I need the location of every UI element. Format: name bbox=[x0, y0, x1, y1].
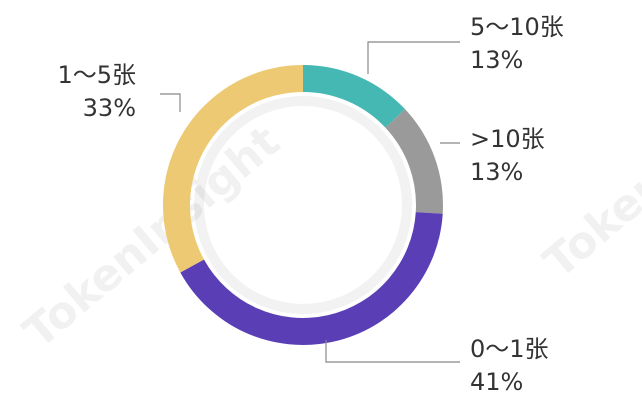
leader-line bbox=[367, 41, 460, 74]
slice-label: 5～10张 bbox=[470, 13, 564, 41]
leader-line bbox=[325, 340, 460, 363]
value-label: 33% bbox=[83, 94, 136, 122]
donut-segment bbox=[303, 65, 406, 128]
donut-segment bbox=[180, 212, 443, 346]
value-label: 41% bbox=[470, 368, 523, 396]
value-label: 13% bbox=[470, 46, 523, 74]
value-label: 13% bbox=[470, 158, 523, 186]
donut-segment bbox=[162, 64, 303, 273]
slice-label: 0～1张 bbox=[470, 335, 549, 363]
watermark: TokenInsight bbox=[534, 46, 642, 288]
leader-line bbox=[160, 93, 181, 112]
slice-label: >10张 bbox=[470, 125, 545, 153]
donut-segment bbox=[385, 109, 443, 214]
inner-ring bbox=[194, 96, 412, 314]
slice-label: 1～5张 bbox=[57, 61, 136, 89]
